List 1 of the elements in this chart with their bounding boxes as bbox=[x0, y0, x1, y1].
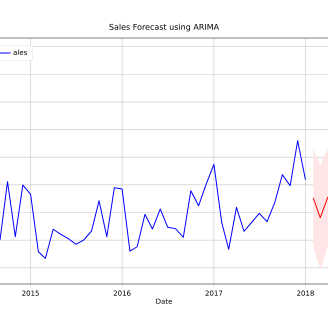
chart-title: Sales Forecast using ARIMA bbox=[109, 24, 220, 32]
